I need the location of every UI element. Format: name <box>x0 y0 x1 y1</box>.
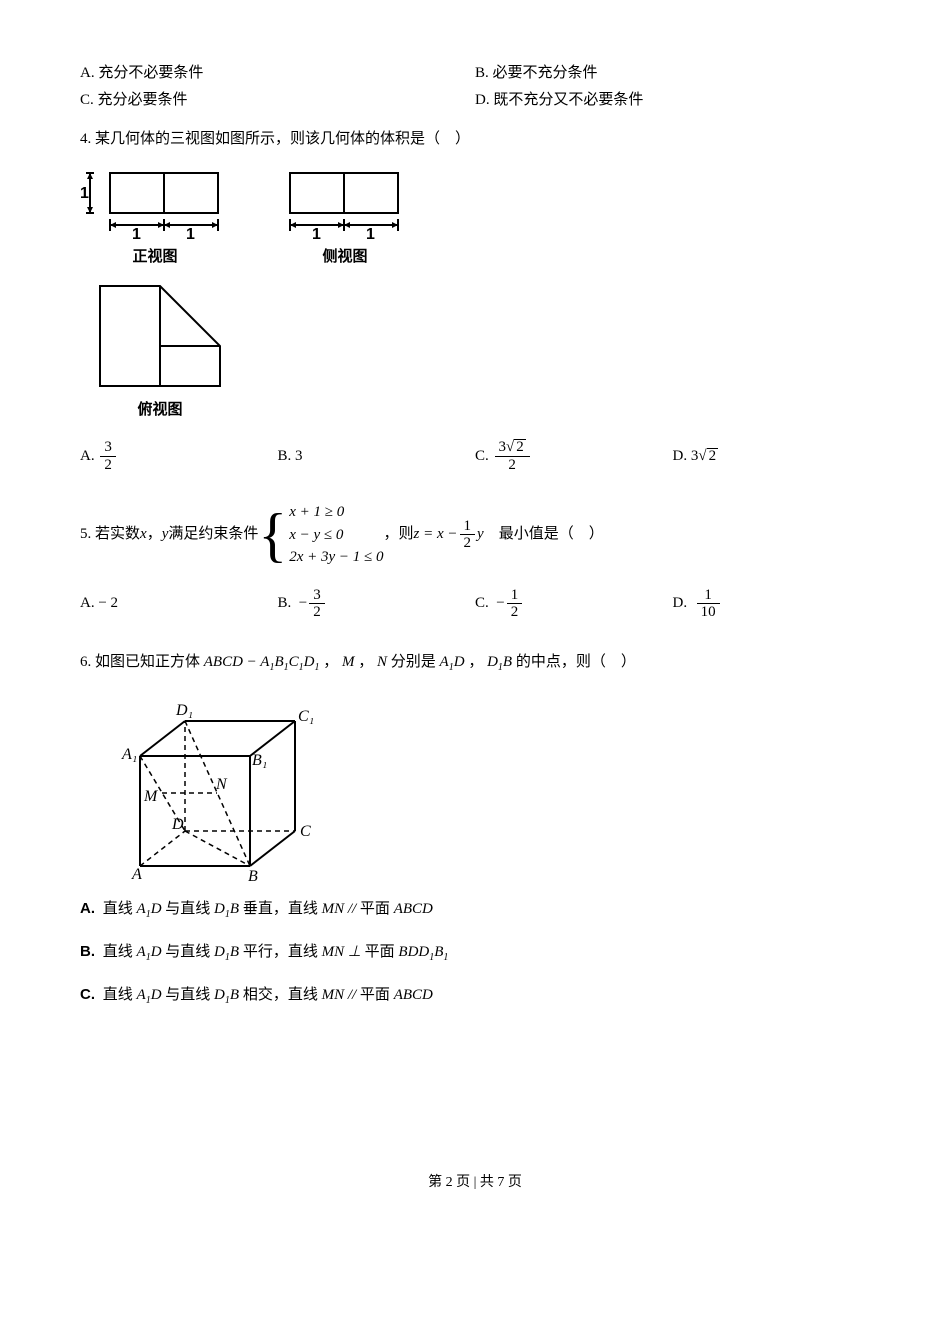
svg-text:C₁: C₁ <box>298 708 314 725</box>
dim-left-1: 1 <box>80 185 89 202</box>
q3-optC: C. 充分必要条件 <box>80 87 475 114</box>
svg-text:A₁: A₁ <box>121 746 137 763</box>
q3-optB: B. 必要不充分条件 <box>475 60 870 87</box>
q4-figures: 1 1 1 正视图 1 <box>80 163 870 270</box>
q5-optC: C. − 12 <box>475 587 673 621</box>
top-view-svg <box>80 276 240 396</box>
q4-side-view: 1 1 侧视图 <box>270 163 420 270</box>
svg-text:1: 1 <box>132 226 141 243</box>
q6-optA: A. 直线 A1D 与直线 D1B 垂直，直线 MN // 平面 ABCD <box>80 895 870 924</box>
q3-optA: A. 充分不必要条件 <box>80 60 475 87</box>
svg-text:B₁: B₁ <box>252 752 267 769</box>
q5-optB: B. − 32 <box>278 587 476 621</box>
q5-optA: A. − 2 <box>80 587 278 621</box>
q3-options: A. 充分不必要条件 B. 必要不充分条件 C. 充分必要条件 D. 既不充分又… <box>80 60 870 114</box>
q6-cube-figure: A B C D A₁ B₁ C₁ D₁ M N <box>110 691 870 881</box>
q4-front-view: 1 1 1 正视图 <box>80 163 230 270</box>
front-view-svg: 1 1 1 <box>80 163 230 243</box>
svg-text:C: C <box>300 823 311 840</box>
q4-top-view: 俯视图 <box>80 276 870 423</box>
q4-stem: 4. 某几何体的三视图如图所示，则该几何体的体积是（ ） <box>80 126 870 153</box>
page-footer: 第 2 页 | 共 7 页 <box>80 1170 870 1195</box>
q6-optC: C. 直线 A1D 与直线 D1B 相交，直线 MN // 平面 ABCD <box>80 981 870 1010</box>
q5-optD: D. 110 <box>673 587 871 621</box>
front-view-label: 正视图 <box>80 243 230 270</box>
q4-options: A. 32 B. 3 C. 3√2 2 D. 3√2 <box>80 439 870 473</box>
q4-optC: C. 3√2 2 <box>475 439 673 473</box>
svg-text:N: N <box>215 776 228 793</box>
svg-text:1: 1 <box>312 226 321 243</box>
svg-text:M: M <box>143 788 159 805</box>
svg-text:1: 1 <box>186 226 195 243</box>
side-view-label: 侧视图 <box>270 243 420 270</box>
svg-text:B: B <box>248 868 258 881</box>
svg-text:D: D <box>171 816 184 833</box>
svg-text:1: 1 <box>366 226 375 243</box>
q6-optB: B. 直线 A1D 与直线 D1B 平行，直线 MN ⊥ 平面 BDD1B1 <box>80 938 870 967</box>
svg-text:D₁: D₁ <box>175 702 193 719</box>
q3-optD: D. 既不充分又不必要条件 <box>475 87 870 114</box>
q4-optD: D. 3√2 <box>673 439 871 473</box>
q6-stem: 6. 如图已知正方体 ABCD − A1B1C1D1 ， M ， N 分别是 A… <box>80 649 870 677</box>
top-view-label: 俯视图 <box>80 396 240 423</box>
svg-text:A: A <box>131 866 142 881</box>
q5-stem: 5. 若实数 x ， y 满足约束条件 { x + 1 ≥ 0 x − y ≤ … <box>80 501 870 569</box>
q5-options: A. − 2 B. − 32 C. − 12 D. 110 <box>80 587 870 621</box>
side-view-svg: 1 1 <box>270 163 420 243</box>
q4-optA: A. 32 <box>80 439 278 473</box>
q4-optB: B. 3 <box>278 439 476 473</box>
cube-svg: A B C D A₁ B₁ C₁ D₁ M N <box>110 691 320 881</box>
